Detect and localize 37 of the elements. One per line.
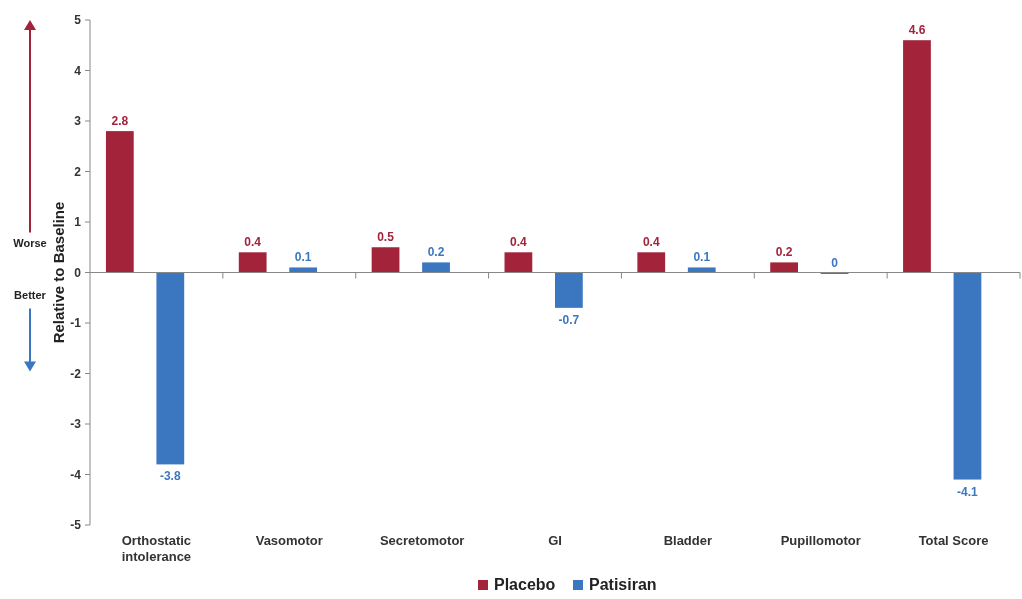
y-tick-label: -1 <box>70 316 82 330</box>
data-label: -0.7 <box>558 312 580 327</box>
x-tick-label: Orthostatic intolerance <box>121 533 192 564</box>
text: Better <box>14 288 47 301</box>
data-label: 0.2 <box>427 245 445 260</box>
y-axis-title: Relative to Baseline <box>50 201 67 344</box>
y-tick-label: 0 <box>74 265 82 280</box>
data-label: 0.1 <box>294 250 312 265</box>
y-tick-label: 4 <box>74 63 82 78</box>
y-tick-label: -5 <box>70 518 82 532</box>
y-tick-label: -2 <box>70 366 82 381</box>
data-label: 0.4 <box>244 235 262 250</box>
legend-label: Patisiran <box>589 576 657 593</box>
y-tick-label: 3 <box>74 114 82 128</box>
x-tick-label: Bladder <box>663 533 713 548</box>
data-label: 0.1 <box>693 250 711 265</box>
data-label: 0 <box>831 255 839 270</box>
y-tick-label: -3 <box>70 417 82 431</box>
x-tick-label: Pupillomotor <box>780 533 861 548</box>
x-tick-label: Secretomotor <box>379 533 465 548</box>
data-label: 0.2 <box>775 245 793 260</box>
y-tick-label: 2 <box>74 164 82 179</box>
y-tick-label: 5 <box>74 13 82 27</box>
data-label: 4.6 <box>908 23 926 38</box>
legend-label: Placebo <box>494 576 556 593</box>
data-label: 0.5 <box>377 230 395 245</box>
y-tick-label: 1 <box>74 215 82 229</box>
text: Worse <box>13 236 47 249</box>
x-tick-label: Total Score <box>918 533 989 548</box>
data-label: -4.1 <box>957 484 979 499</box>
data-label: 0.4 <box>642 235 660 250</box>
y-tick-label: -4 <box>70 467 82 482</box>
data-label: 0.4 <box>510 235 528 250</box>
x-tick-label: GI <box>548 533 562 548</box>
data-label: 2.8 <box>111 114 129 129</box>
x-tick-label: Vasomotor <box>255 533 323 548</box>
data-label: -3.8 <box>159 469 181 484</box>
